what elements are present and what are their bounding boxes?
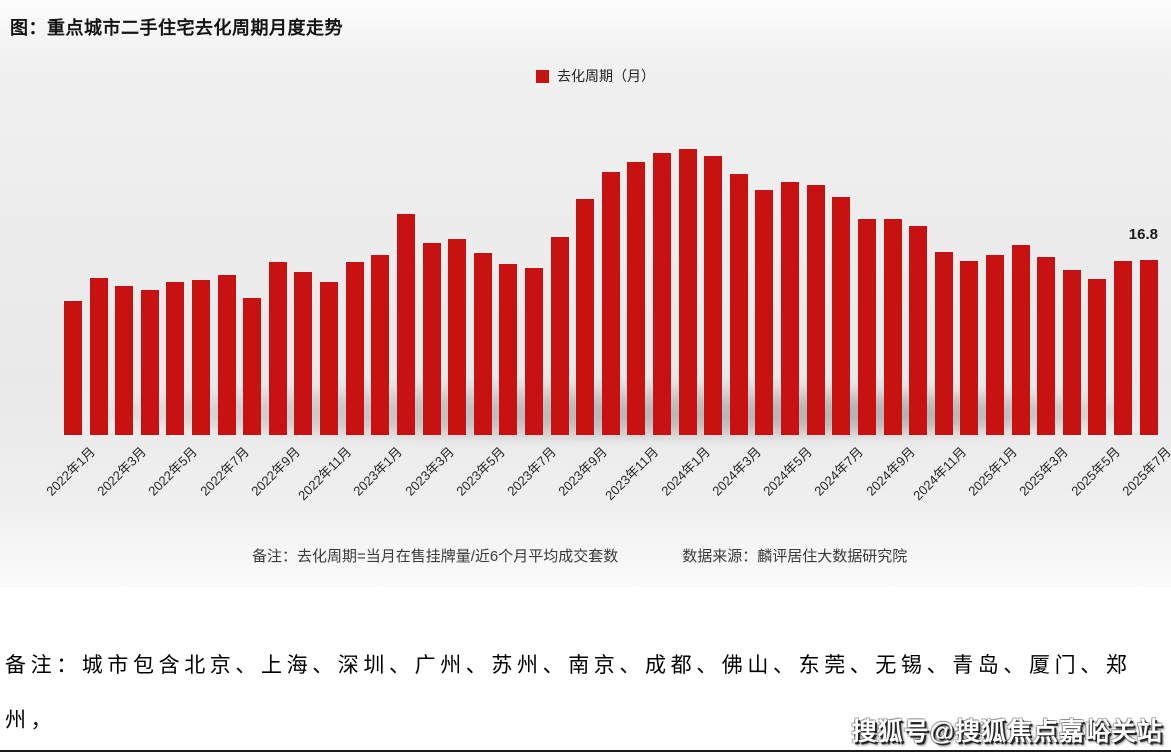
watermark: 搜狐号@搜狐焦点嘉峪关站 bbox=[851, 718, 1163, 746]
bar bbox=[1062, 270, 1081, 435]
x-tick-label: 2022年1月 bbox=[43, 444, 98, 499]
bar bbox=[627, 162, 646, 435]
bar bbox=[89, 278, 108, 435]
x-tick-label: 2024年7月 bbox=[811, 444, 867, 499]
chart-panel: 图：重点城市二手住宅去化周期月度走势 去化周期（月） 16.8 2022年1月 2… bbox=[0, 0, 1171, 588]
x-tick-label: 2025年3月 bbox=[1016, 444, 1072, 499]
note-source: 数据来源：麟评居住大数据研究院 bbox=[682, 548, 908, 565]
x-tick-label: 2025年7月 bbox=[1119, 444, 1171, 499]
bar bbox=[396, 214, 415, 435]
x-tick-label: 2022年11月 bbox=[294, 444, 354, 504]
x-tick-label: 2023年3月 bbox=[401, 444, 457, 499]
bar bbox=[1113, 261, 1132, 435]
chart-title: 图：重点城市二手住宅去化周期月度走势 bbox=[10, 18, 343, 38]
chart-notes: 备注：去化周期=当月在售挂牌量/近6个月平均成交套数 数据来源：麟评居住大数据研… bbox=[252, 545, 907, 566]
bottom-border-line bbox=[0, 750, 1171, 752]
x-tick-label: 2023年1月 bbox=[350, 444, 406, 499]
x-axis-labels: 2022年1月 2022年3月 2022年5月 2022年7月 2022年9月 2022年… bbox=[43, 444, 1171, 504]
bar bbox=[1139, 260, 1158, 435]
bar bbox=[1011, 245, 1030, 435]
bar bbox=[64, 301, 82, 435]
x-tick-label: 2024年1月 bbox=[658, 444, 713, 499]
x-tick-label: 2023年11月 bbox=[602, 444, 662, 504]
bar bbox=[601, 172, 620, 435]
bar bbox=[448, 239, 467, 435]
bar bbox=[320, 282, 339, 435]
bar bbox=[704, 156, 723, 435]
bar bbox=[345, 262, 364, 435]
bar bbox=[883, 219, 902, 435]
bar bbox=[499, 264, 518, 435]
x-tick-label: 2023年7月 bbox=[504, 444, 559, 499]
bar bbox=[909, 226, 928, 435]
note-definition: 备注：去化周期=当月在售挂牌量/近6个月平均成交套数 bbox=[252, 548, 619, 565]
x-tick-label: 2024年3月 bbox=[709, 444, 764, 499]
bar bbox=[371, 255, 390, 435]
bar bbox=[243, 298, 262, 435]
bar bbox=[550, 237, 569, 435]
legend-marker-icon bbox=[536, 69, 549, 83]
bar bbox=[1037, 257, 1056, 435]
bar bbox=[422, 243, 441, 435]
bar bbox=[140, 290, 159, 435]
bar bbox=[985, 255, 1004, 435]
x-tick-label: 2022年3月 bbox=[94, 444, 149, 499]
bar bbox=[857, 219, 876, 435]
legend-label: 去化周期（月） bbox=[557, 68, 655, 84]
bar bbox=[166, 282, 185, 435]
bar bbox=[217, 275, 236, 435]
bar bbox=[473, 253, 492, 435]
bar bbox=[653, 153, 672, 435]
bar bbox=[1088, 279, 1107, 435]
bar bbox=[781, 182, 800, 435]
bar bbox=[294, 272, 313, 435]
x-tick-label: 2022年7月 bbox=[196, 444, 252, 499]
bar bbox=[934, 252, 953, 435]
bar bbox=[960, 261, 979, 435]
footnote: 备注：城市包含北京、上海、深圳、广州、苏州、南京、成都、佛山、东莞、无锡、青岛、… bbox=[5, 638, 1167, 753]
bar bbox=[268, 262, 287, 435]
bar bbox=[729, 174, 748, 435]
x-tick-label: 2024年5月 bbox=[760, 444, 816, 499]
bar bbox=[755, 190, 774, 435]
footnote-line-1: 备注：城市包含北京、上海、深圳、广州、苏州、南京、成都、佛山、东莞、无锡、青岛、… bbox=[5, 653, 1132, 732]
bar bbox=[832, 197, 851, 435]
x-tick-label: 2025年1月 bbox=[965, 444, 1021, 499]
bar bbox=[192, 280, 211, 435]
bar bbox=[115, 286, 134, 435]
bar bbox=[576, 199, 595, 435]
last-bar-value-label: 16.8 bbox=[1128, 226, 1158, 243]
bar bbox=[524, 268, 543, 435]
x-tick-label: 2022年5月 bbox=[145, 444, 201, 499]
x-tick-label: 2025年5月 bbox=[1067, 444, 1123, 499]
x-tick-label: 2024年11月 bbox=[909, 444, 969, 504]
bar bbox=[806, 185, 825, 435]
legend: 去化周期（月） bbox=[536, 66, 655, 86]
plot-area bbox=[64, 135, 1158, 435]
bar bbox=[678, 149, 697, 435]
x-tick-label: 2023年5月 bbox=[453, 444, 508, 499]
